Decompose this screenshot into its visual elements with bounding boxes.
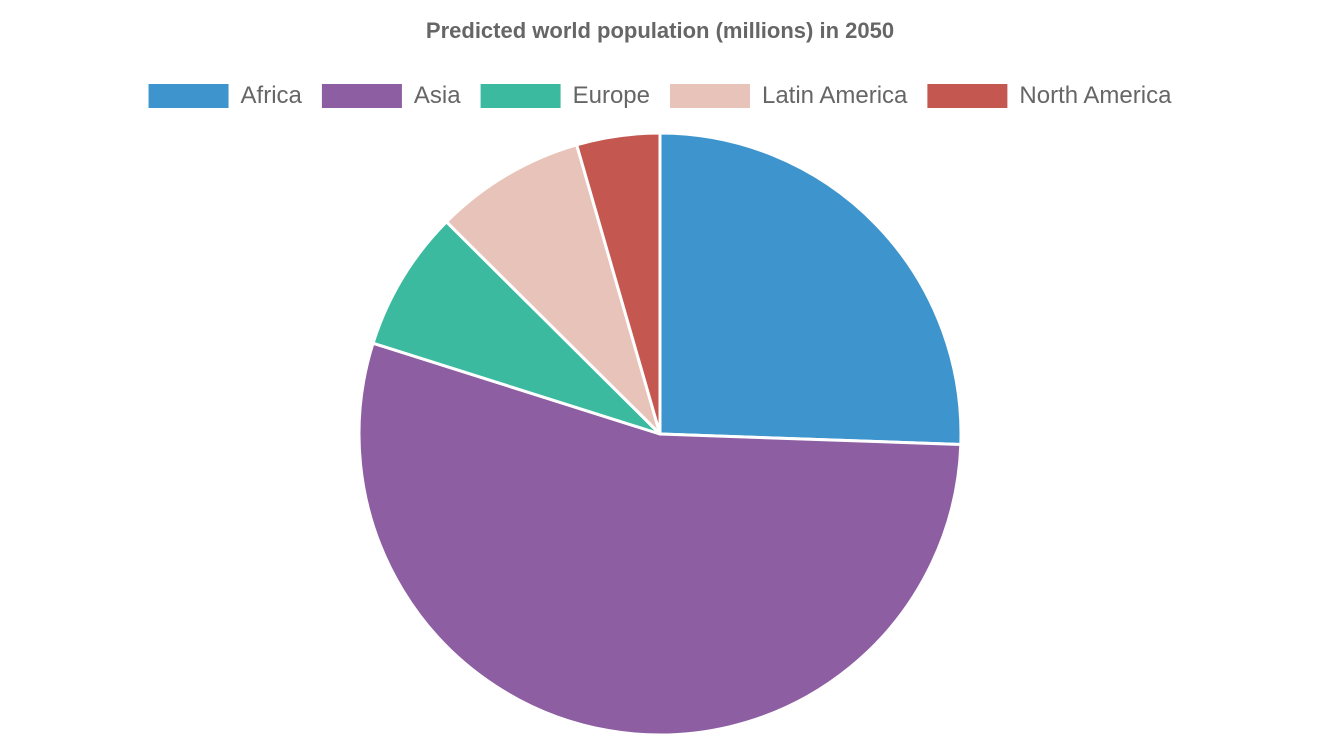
legend-label-africa: Africa — [241, 82, 303, 109]
legend-swatch-latin-america — [669, 84, 750, 108]
legend-item-africa[interactable]: Africa — [148, 82, 303, 109]
legend-swatch-africa — [148, 84, 229, 108]
legend-item-asia[interactable]: Asia — [321, 82, 461, 109]
legend-item-north-america[interactable]: North America — [927, 82, 1172, 109]
pie-slice-africa[interactable] — [658, 131, 963, 447]
pie-slice-north-america[interactable] — [575, 131, 662, 436]
legend-swatch-asia — [321, 84, 402, 108]
pie-slice-latin-america[interactable] — [444, 143, 662, 436]
legend-swatch-north-america — [927, 84, 1008, 108]
chart-legend: Africa Asia Europe Latin America North Ameri… — [148, 82, 1172, 109]
legend-label-latin-america: Latin America — [762, 82, 908, 109]
legend-swatch-europe — [480, 84, 561, 108]
pie-slice-europe[interactable] — [371, 220, 662, 436]
pie-slices — [357, 131, 963, 737]
chart-title: Predicted world population (millions) in… — [426, 18, 894, 43]
pie-slice-asia[interactable] — [357, 341, 963, 737]
legend-label-asia: Asia — [414, 82, 461, 109]
legend-label-europe: Europe — [573, 82, 650, 109]
legend-label-north-america: North America — [1019, 82, 1172, 109]
legend-item-latin-america[interactable]: Latin America — [669, 82, 908, 109]
legend-item-europe[interactable]: Europe — [480, 82, 650, 109]
